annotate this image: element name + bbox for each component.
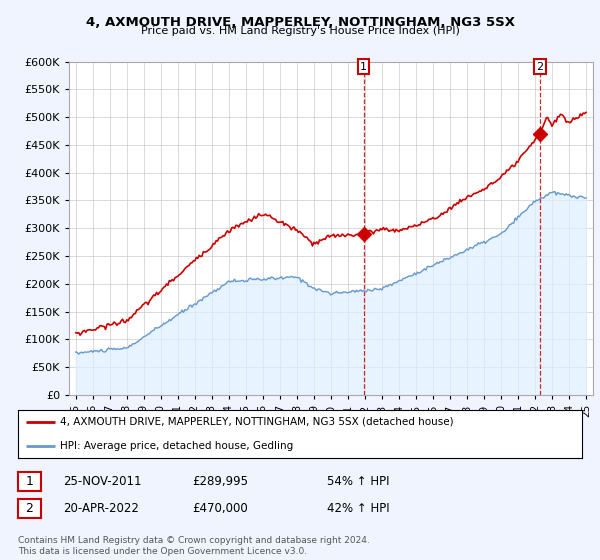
Text: £470,000: £470,000: [192, 502, 248, 515]
Text: 4, AXMOUTH DRIVE, MAPPERLEY, NOTTINGHAM, NG3 5SX (detached house): 4, AXMOUTH DRIVE, MAPPERLEY, NOTTINGHAM,…: [60, 417, 454, 427]
Text: Price paid vs. HM Land Registry's House Price Index (HPI): Price paid vs. HM Land Registry's House …: [140, 26, 460, 36]
Text: 42% ↑ HPI: 42% ↑ HPI: [327, 502, 389, 515]
Text: Contains HM Land Registry data © Crown copyright and database right 2024.
This d: Contains HM Land Registry data © Crown c…: [18, 536, 370, 556]
Text: 4, AXMOUTH DRIVE, MAPPERLEY, NOTTINGHAM, NG3 5SX: 4, AXMOUTH DRIVE, MAPPERLEY, NOTTINGHAM,…: [86, 16, 515, 29]
Text: 25-NOV-2011: 25-NOV-2011: [63, 475, 142, 488]
Text: 1: 1: [25, 475, 34, 488]
Text: 2: 2: [536, 62, 544, 72]
Text: 1: 1: [360, 62, 367, 72]
Text: 20-APR-2022: 20-APR-2022: [63, 502, 139, 515]
Text: HPI: Average price, detached house, Gedling: HPI: Average price, detached house, Gedl…: [60, 441, 293, 451]
Text: £289,995: £289,995: [192, 475, 248, 488]
Text: 2: 2: [25, 502, 34, 515]
Text: 54% ↑ HPI: 54% ↑ HPI: [327, 475, 389, 488]
